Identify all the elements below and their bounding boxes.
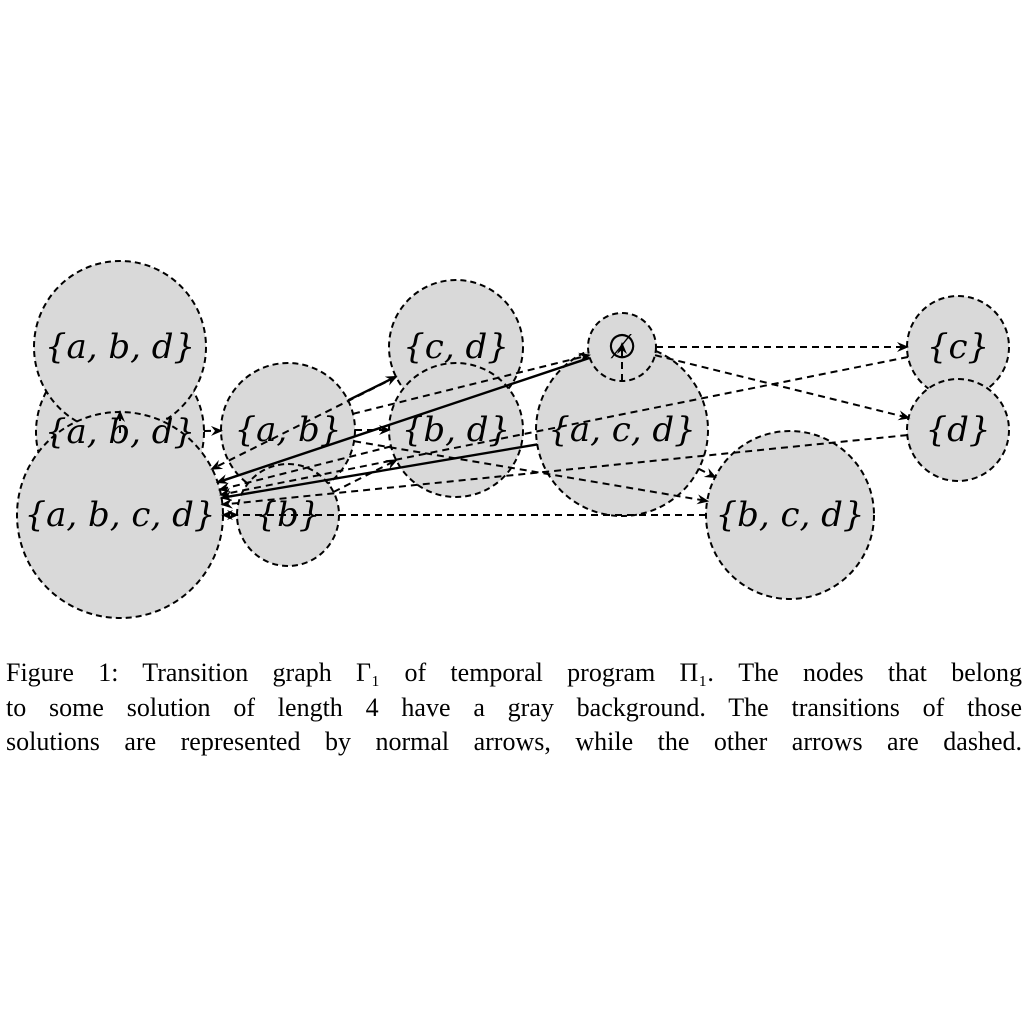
node-label-abd: {a, b, d} — [45, 327, 195, 367]
caption-line-3: solutions are represented by normal arro… — [6, 727, 1022, 756]
edge-acd-to-abcd — [219, 443, 538, 502]
transition-graph: {a, b, d} {a, b, d} {a, b, c, d} {a, b} {b} {… — [16, 260, 1010, 619]
edge-d-to-abcd — [220, 434, 908, 509]
edge-empty-to-d — [654, 354, 911, 421]
graph-edges — [115, 342, 911, 520]
caption-line-1: Figure 1: Transition graph Γ₁ of tempora… — [6, 658, 1022, 687]
edge-acd-to-bcd — [698, 467, 717, 479]
node-label-empty: ∅ — [607, 327, 637, 367]
graph-labels: {a, b, d} {a, b, d} {a, b, c, d} {a, b} {b} {… — [25, 327, 991, 535]
node-label-abd-hidden: {a, b, d} — [45, 412, 195, 452]
edge-ab-to-empty — [352, 352, 591, 415]
edge-c-to-abcd — [219, 356, 909, 498]
node-label-bd: {b, d} — [402, 410, 510, 450]
caption-line-2: to some solution of length 4 have a gray… — [6, 692, 1022, 722]
graph-nodes — [16, 260, 1010, 619]
node-label-abcd: {a, b, c, d} — [25, 495, 216, 535]
edge-bd-to-abcd — [217, 445, 392, 493]
edge-empty-to-abcd — [215, 356, 591, 484]
node-label-cd: {c, d} — [403, 327, 509, 367]
node-label-ab: {a, b} — [235, 410, 342, 450]
node-label-c: {c} — [927, 327, 989, 367]
node-circle-d — [906, 378, 1010, 482]
node-label-b: {b} — [255, 495, 320, 535]
node-circle-c — [906, 295, 1010, 399]
node-label-d: {d} — [925, 410, 990, 450]
edge-cd-to-abcd — [210, 376, 397, 470]
figure-caption: Figure 1: Transition graph Γ₁ of tempora… — [6, 656, 1022, 760]
node-label-bcd: {b, c, d} — [715, 495, 864, 535]
node-label-acd: {a, c, d} — [548, 410, 696, 450]
